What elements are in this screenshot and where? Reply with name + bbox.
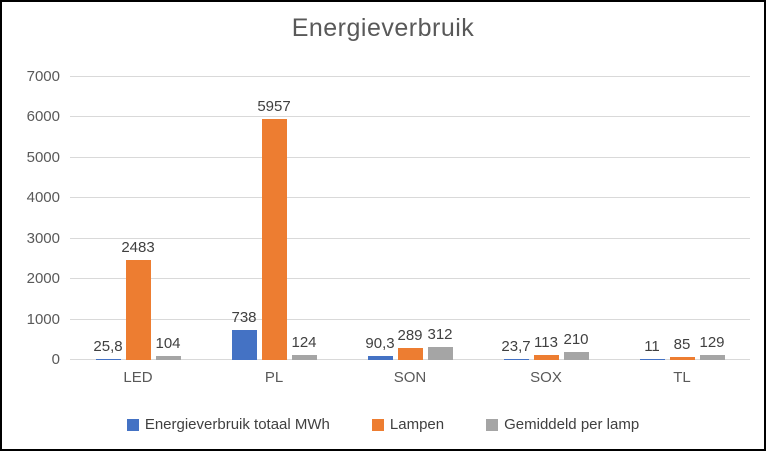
bar-tl-series-2: [699, 355, 725, 360]
data-label: 738: [231, 309, 257, 326]
gridline: [70, 76, 750, 77]
x-axis-category-label: TL: [673, 369, 691, 386]
gridline: [70, 278, 750, 280]
gridline: [70, 237, 750, 239]
data-label: 25,8: [93, 338, 123, 355]
legend-label: Gemiddeld per lamp: [504, 416, 640, 433]
data-label: 113: [534, 334, 558, 351]
legend-item: Gemiddeld per lamp: [486, 416, 639, 433]
bar-pl-series-1: [261, 119, 287, 360]
x-axis-category-label: PL: [264, 369, 284, 386]
data-label: 124: [291, 334, 317, 351]
data-label: 312: [427, 326, 453, 343]
data-label: 2483: [121, 239, 155, 256]
legend-item: Energieverbruik totaal MWh: [126, 416, 330, 433]
data-label: 85: [673, 336, 691, 353]
data-label: 129: [699, 334, 725, 351]
y-axis-tick-label: 6000: [26, 108, 60, 126]
data-label: 5957: [257, 98, 291, 115]
bar-led-series-2: [155, 356, 181, 360]
bar-sox-series-2: [563, 352, 589, 360]
bar-led-series-1: [125, 260, 151, 360]
chart-title: Energieverbruik: [291, 14, 475, 42]
bar-tl-series-1: [669, 357, 695, 360]
y-axis-tick-label: 5000: [26, 148, 60, 166]
legend: Energieverbruik totaal MWh Lampen Gemiddel…: [2, 416, 764, 433]
data-label: 289: [397, 327, 423, 344]
x-axis-category-label: SOX: [530, 369, 562, 386]
bar-son-series-2: [427, 347, 453, 360]
bar-pl-series-2: [291, 355, 317, 360]
gridline: [70, 197, 750, 199]
data-label: 23,7: [501, 338, 531, 355]
gridline: [70, 318, 750, 320]
bar-son-series-0: [367, 356, 393, 360]
y-axis-tick-label: 7000: [26, 68, 60, 85]
legend-item: Lampen: [371, 416, 445, 433]
legend-label: Energieverbruik totaal MWh: [144, 416, 330, 433]
legend-swatch-icon: [486, 418, 499, 431]
y-axis-tick-label: 3000: [26, 229, 60, 247]
bar-son-series-1: [397, 348, 423, 360]
x-axis-category-label: LED: [123, 369, 153, 386]
bar-led-series-0: [95, 359, 121, 360]
y-axis-tick-label: 2000: [26, 270, 60, 288]
bar-sox-series-0: [503, 359, 529, 360]
plot-area: 25,8 2483 104 738 5957 124 90,3 289 312 23,7 113 21…: [70, 76, 750, 360]
y-axis-tick-label: 0: [51, 351, 60, 368]
bar-tl-series-0: [639, 359, 665, 360]
bar-sox-series-1: [533, 355, 559, 360]
gridline: [70, 116, 750, 118]
data-label: 210: [563, 331, 589, 348]
legend-swatch-icon: [371, 418, 384, 431]
data-label: 104: [155, 335, 181, 352]
data-label: 90,3: [365, 335, 395, 352]
legend-swatch-icon: [126, 418, 139, 431]
legend-label: Lampen: [389, 416, 445, 433]
x-axis-category-label: SON: [393, 369, 427, 386]
y-axis-tick-label: 1000: [26, 310, 60, 328]
y-axis-tick-label: 4000: [26, 189, 60, 207]
gridline: [70, 156, 750, 158]
data-label: 11: [644, 338, 660, 355]
bar-pl-series-0: [231, 330, 257, 360]
